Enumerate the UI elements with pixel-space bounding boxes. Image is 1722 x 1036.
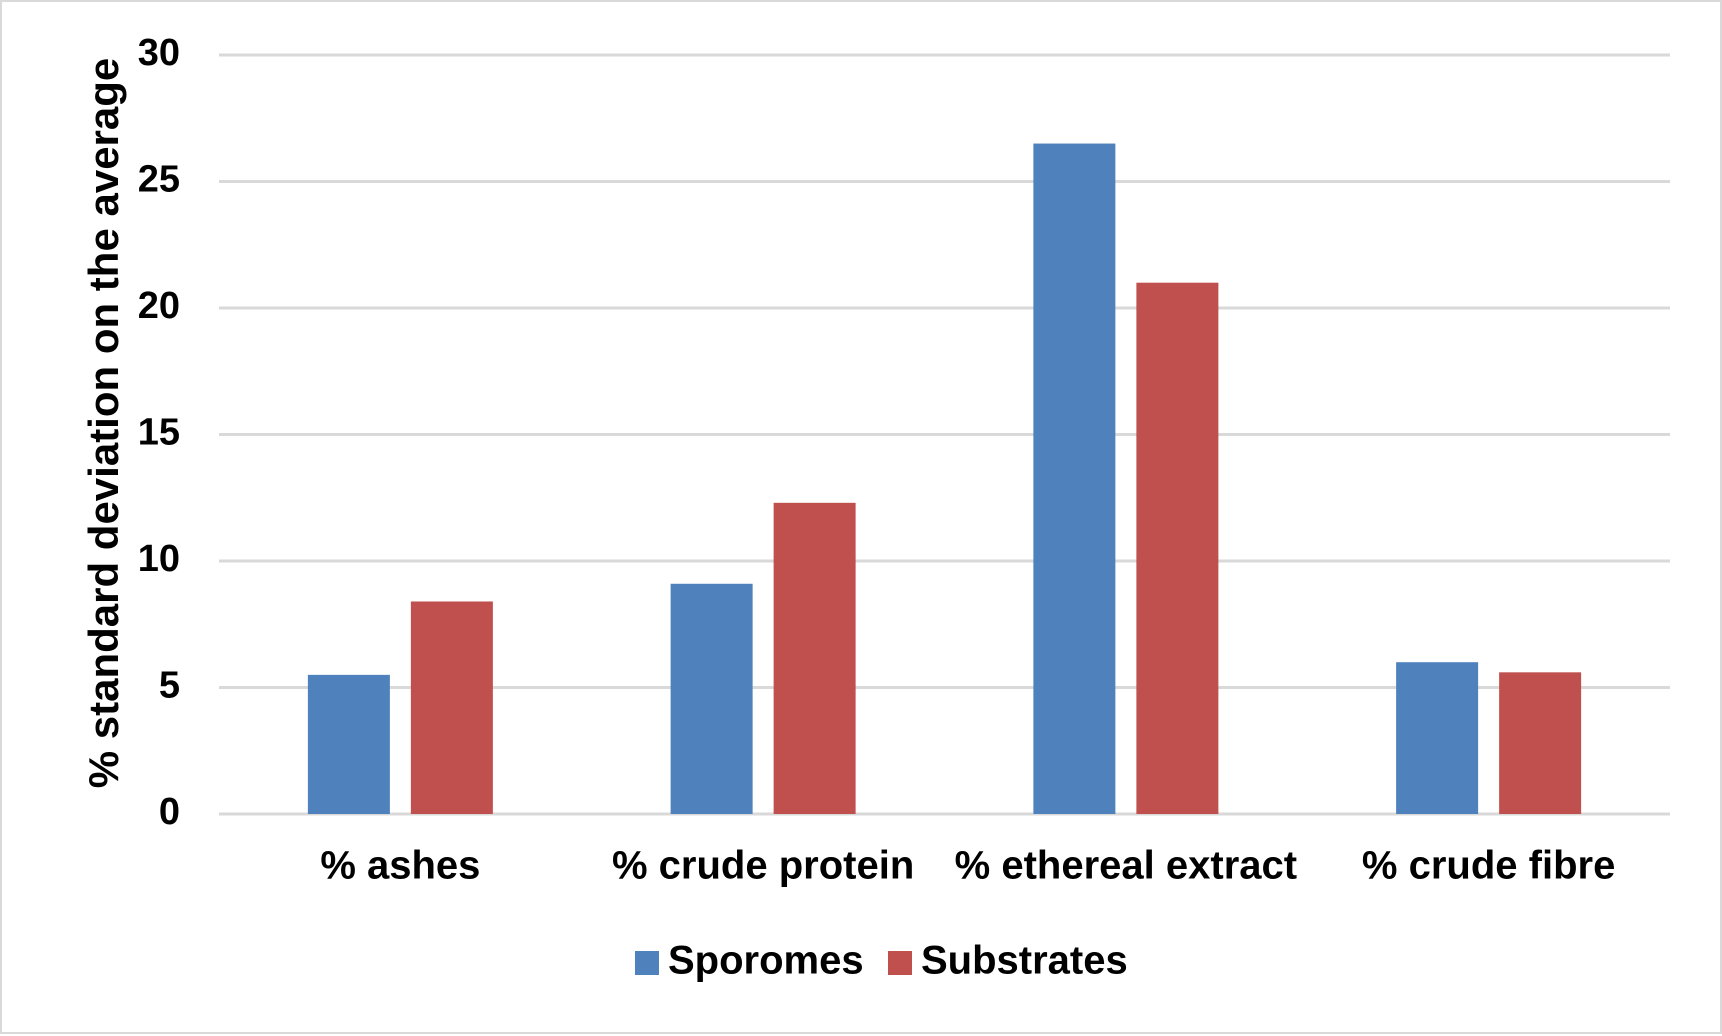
y-tick-label: 20 xyxy=(138,285,180,327)
x-category-label: % crude fibre xyxy=(1362,844,1615,888)
bar-sporomes-2 xyxy=(670,583,753,814)
legend-label-sporomes: Sporomes xyxy=(668,939,864,983)
legend-swatch-sporomes xyxy=(635,951,659,975)
legend-label-substrates: Substrates xyxy=(921,939,1128,983)
bar-substrates-2 xyxy=(773,502,856,814)
y-axis-label: % standard deviation on the average xyxy=(80,58,127,789)
y-tick-label: 5 xyxy=(159,665,180,707)
bar-sporomes-1 xyxy=(307,674,390,814)
y-tick-label: 30 xyxy=(138,32,180,74)
bar-substrates-4 xyxy=(1499,672,1582,814)
x-category-label: % ethereal extract xyxy=(955,844,1297,888)
bar-substrates-1 xyxy=(410,601,493,814)
x-axis-labels: % ashes % crude protein % ethereal extract… xyxy=(320,844,1615,888)
y-tick-label: 15 xyxy=(138,412,180,454)
y-tick-label: 0 xyxy=(159,791,180,833)
x-category-label: % crude protein xyxy=(612,844,914,888)
y-tick-label: 10 xyxy=(138,538,180,580)
y-tick-label: 25 xyxy=(138,159,180,201)
bar-sporomes-3 xyxy=(1033,143,1116,815)
y-axis-ticks: 0 5 10 15 20 25 30 xyxy=(138,32,180,833)
legend-swatch-substrates xyxy=(888,951,912,975)
bar-sporomes-4 xyxy=(1396,662,1479,814)
legend: Sporomes Substrates xyxy=(635,939,1128,983)
bar-substrates-3 xyxy=(1136,282,1219,814)
bars xyxy=(307,143,1582,815)
x-category-label: % ashes xyxy=(320,844,480,888)
